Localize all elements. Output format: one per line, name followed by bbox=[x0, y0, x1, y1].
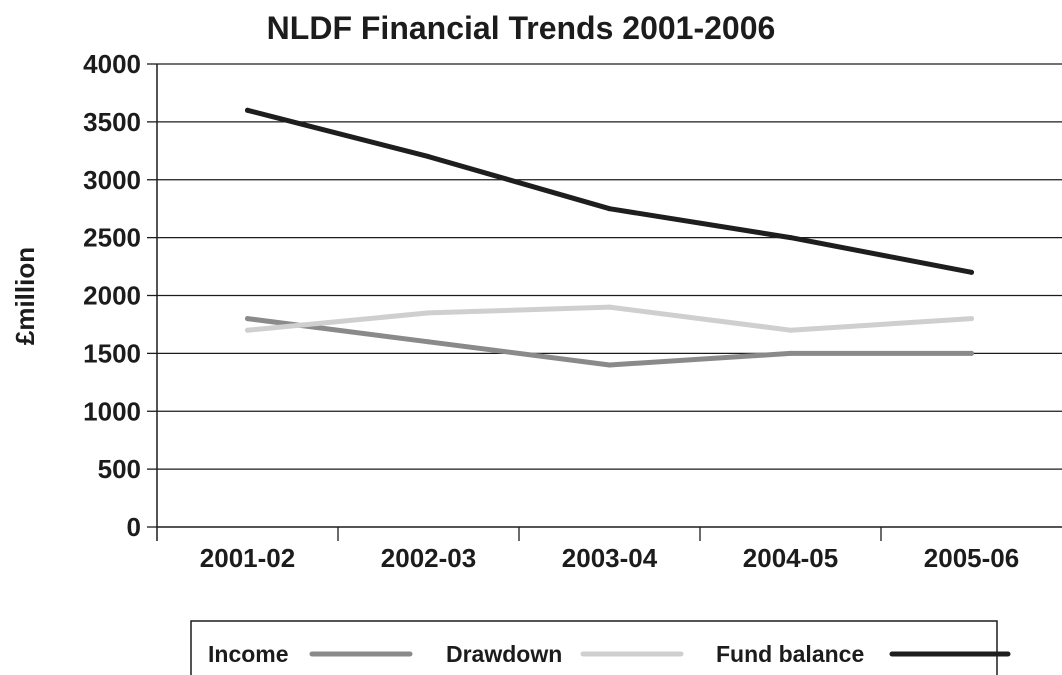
drawdown-line bbox=[245, 304, 974, 333]
gridlines bbox=[157, 63, 1062, 470]
y-tick-label: 2500 bbox=[83, 223, 141, 253]
y-axis-label: £million bbox=[10, 247, 40, 345]
fund-balance-line bbox=[245, 107, 974, 275]
income-point bbox=[245, 316, 250, 322]
y-tick-label: 4000 bbox=[83, 49, 141, 79]
y-tick-label: 2000 bbox=[83, 281, 141, 311]
y-tick-label: 1000 bbox=[83, 396, 141, 426]
y-tick-label: 3500 bbox=[83, 107, 141, 137]
x-tick-label: 2003-04 bbox=[562, 543, 658, 573]
axes bbox=[156, 64, 1062, 541]
y-axis-ticks: 0 500 1000 1500 2000 2500 3000 3500 4000 bbox=[83, 49, 157, 542]
income-point bbox=[788, 350, 793, 356]
legend-label-fund-balance: Fund balance bbox=[716, 641, 864, 667]
x-axis-ticks: 2001-02 2002-03 2003-04 2004-05 2005-06 bbox=[200, 527, 1019, 573]
drawdown-point bbox=[245, 327, 250, 333]
y-tick-label: 3000 bbox=[83, 165, 141, 195]
series-lines bbox=[245, 107, 974, 368]
legend-box bbox=[190, 620, 998, 675]
legend-label-drawdown: Drawdown bbox=[446, 641, 562, 667]
y-tick-label: 500 bbox=[98, 454, 141, 484]
legend: Income Drawdown Fund balance bbox=[190, 620, 1011, 675]
chart-title: NLDF Financial Trends 2001-2006 bbox=[267, 10, 776, 46]
fund-balance-point bbox=[245, 107, 250, 113]
fund-balance-point bbox=[788, 235, 793, 241]
drawdown-point bbox=[969, 316, 974, 322]
x-tick-label: 2001-02 bbox=[200, 543, 295, 573]
income-point bbox=[426, 339, 431, 345]
x-tick-label: 2002-03 bbox=[381, 543, 476, 573]
drawdown-point bbox=[788, 327, 793, 333]
legend-label-income: Income bbox=[208, 641, 289, 667]
fund-balance-point bbox=[607, 206, 612, 212]
x-tick-label: 2005-06 bbox=[924, 543, 1019, 573]
income-point bbox=[969, 350, 974, 356]
x-tick-label: 2004-05 bbox=[743, 543, 838, 573]
drawdown-point bbox=[607, 304, 612, 310]
income-point bbox=[607, 362, 612, 368]
fund-balance-point bbox=[426, 154, 431, 160]
drawdown-point bbox=[426, 310, 431, 316]
fund-balance-point bbox=[969, 269, 974, 275]
y-tick-label: 1500 bbox=[83, 338, 141, 368]
y-tick-label: 0 bbox=[127, 512, 141, 542]
